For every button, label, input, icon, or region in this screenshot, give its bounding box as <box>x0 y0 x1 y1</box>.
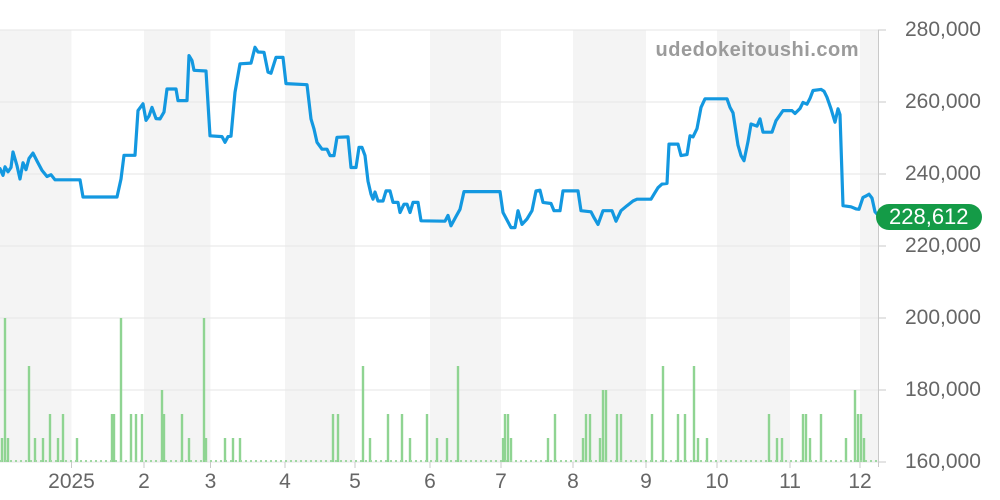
y-axis-label: 180,000 <box>905 378 981 401</box>
volume-bar <box>692 366 696 462</box>
volume-bar <box>509 438 513 462</box>
x-axis-label: 6 <box>424 470 436 493</box>
volume-bar <box>129 414 133 462</box>
volume-bar <box>588 414 592 462</box>
volume-bar <box>140 414 144 462</box>
volume-bar <box>435 438 439 462</box>
volume-bar <box>361 366 365 462</box>
volume-bar <box>33 438 37 462</box>
volume-bar <box>801 414 805 462</box>
volume-bar <box>859 414 863 462</box>
volume-bar <box>598 438 602 462</box>
volume-bar <box>683 414 687 462</box>
volume-bar <box>27 366 31 462</box>
y-axis-label: 160,000 <box>905 450 981 473</box>
volume-bar <box>819 414 823 462</box>
volume-bar <box>506 414 510 462</box>
volume-bar <box>501 438 505 462</box>
volume-bar <box>180 414 184 462</box>
volume-bar <box>400 414 404 462</box>
volume-bar <box>808 438 812 462</box>
x-axis-label: 11 <box>779 470 801 493</box>
volume-bar <box>238 438 242 462</box>
volume-bar <box>804 414 808 462</box>
volume-bar <box>134 414 138 462</box>
watermark: udedokeitoushi.com <box>655 39 859 61</box>
x-axis-label: 2025 <box>48 470 95 493</box>
volume-bar <box>408 438 412 462</box>
volume-bar <box>3 318 7 462</box>
volume-bar <box>844 438 848 462</box>
y-axis-label: 200,000 <box>905 306 981 329</box>
volume-bar <box>187 438 191 462</box>
volume-bar <box>650 414 654 462</box>
volume-bar <box>119 318 123 462</box>
volume-bar <box>503 414 507 462</box>
volume-bar <box>48 414 52 462</box>
volume-bar <box>368 438 372 462</box>
volume-bar <box>780 438 784 462</box>
volume-bar <box>853 390 857 462</box>
volume-bar <box>862 438 866 462</box>
volume-bar <box>231 438 235 462</box>
volume-bar <box>110 414 114 462</box>
volume-bar <box>584 414 588 462</box>
volume-bar <box>767 414 771 462</box>
x-axis-label: 5 <box>349 470 361 493</box>
y-axis-label: 280,000 <box>905 18 981 41</box>
volume-bar <box>696 438 700 462</box>
volume-bar <box>705 438 709 462</box>
volume-bar <box>661 366 665 462</box>
volume-bar <box>331 414 335 462</box>
volume-bar <box>336 414 340 462</box>
volume-bar <box>202 318 206 462</box>
volume-bar <box>604 390 608 462</box>
volume-bar <box>581 438 585 462</box>
volume-bar <box>6 438 10 462</box>
volume-bar <box>204 438 208 462</box>
volume-bar <box>112 414 116 462</box>
volume-bar <box>61 414 65 462</box>
volume-bar <box>41 438 45 462</box>
volume-bar <box>546 438 550 462</box>
volume-bar <box>0 438 4 462</box>
current-price-badge: 228,612 <box>876 204 982 230</box>
volume-bar <box>56 438 60 462</box>
x-axis-label: 9 <box>640 470 652 493</box>
volume-bar <box>676 414 680 462</box>
x-axis-label: 12 <box>848 470 872 493</box>
volume-bar <box>75 438 79 462</box>
volume-bar <box>223 438 227 462</box>
x-axis-label: 2 <box>138 470 150 493</box>
volume-bar <box>553 414 557 462</box>
volume-bar <box>425 414 429 462</box>
volume-bar <box>162 414 166 462</box>
price-line <box>0 45 880 230</box>
volume-bar <box>775 438 779 462</box>
y-axis-label: 260,000 <box>905 90 981 113</box>
x-axis-label: 10 <box>705 470 729 493</box>
volume-bar <box>615 414 619 462</box>
volume-bar <box>445 438 449 462</box>
x-axis-label: 7 <box>495 470 507 493</box>
volume-bar <box>601 390 605 462</box>
y-axis-label: 240,000 <box>905 162 981 185</box>
x-axis-label: 4 <box>279 470 291 493</box>
volume-bar <box>386 414 390 462</box>
x-axis-label: 8 <box>567 470 579 493</box>
volume-bar <box>456 366 460 462</box>
volume-bar <box>619 414 623 462</box>
x-axis-label: 3 <box>204 470 217 493</box>
volume-bar <box>856 414 860 462</box>
y-axis-label: 220,000 <box>905 234 981 257</box>
volume-bar <box>160 390 164 462</box>
